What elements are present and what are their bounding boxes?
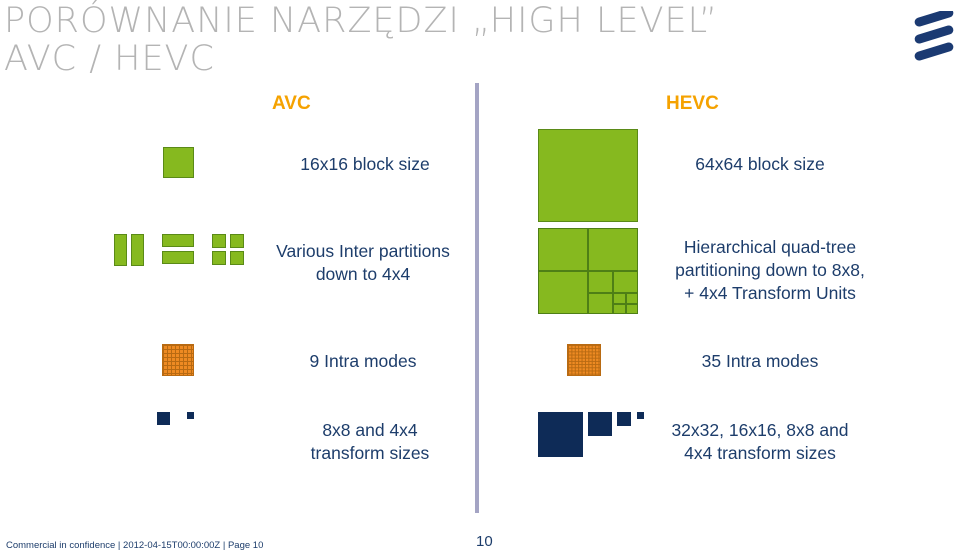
hevc-header: HEVC [666, 93, 719, 114]
intra-modes-grid-icon [162, 344, 194, 376]
hevc-row-3-text: 35 Intra modes [701, 351, 819, 371]
title-line-1: PORÓWNANIE NARZĘDZI „HIGH LEVEL” [4, 1, 719, 41]
transform-4x4-icon [187, 412, 194, 419]
transform-32x32-icon [538, 412, 583, 457]
title-line-2: AVC / HEVC [4, 39, 215, 79]
page-number: 10 [476, 533, 493, 550]
quad-tree-icon [538, 228, 638, 314]
ericsson-logo-icon [914, 11, 954, 61]
hevc-row-2-text: Hierarchical quad-tree partitioning down… [675, 237, 865, 303]
avc-row-4-text: 8x8 and 4x4 transform sizes [310, 420, 430, 463]
avc-row-1-text: 16x16 block size [300, 154, 430, 174]
transform-16x16-icon [588, 412, 612, 436]
avc-header: AVC [272, 93, 311, 114]
transform-8x8-icon [617, 412, 631, 426]
slide-title: PORÓWNANIE NARZĘDZI „HIGH LEVEL” AVC / H… [4, 2, 718, 78]
block-64x64-icon [538, 129, 638, 222]
column-divider [475, 83, 479, 513]
inter-partitions-icon [112, 232, 247, 268]
transform-4x4-icon [637, 412, 644, 419]
hevc-row-4-text: 32x32, 16x16, 8x8 and 4x4 transform size… [671, 420, 849, 463]
block-16x16-icon [163, 147, 194, 178]
hevc-row-1-text: 64x64 block size [695, 154, 825, 174]
avc-row-2-text: Various Inter partitions down to 4x4 [276, 241, 450, 284]
intra-modes-grid-icon [567, 344, 601, 376]
transform-8x8-icon [157, 412, 170, 425]
footer-text: Commercial in confidence | 2012-04-15T00… [6, 540, 264, 551]
avc-row-3-text: 9 Intra modes [309, 351, 417, 371]
